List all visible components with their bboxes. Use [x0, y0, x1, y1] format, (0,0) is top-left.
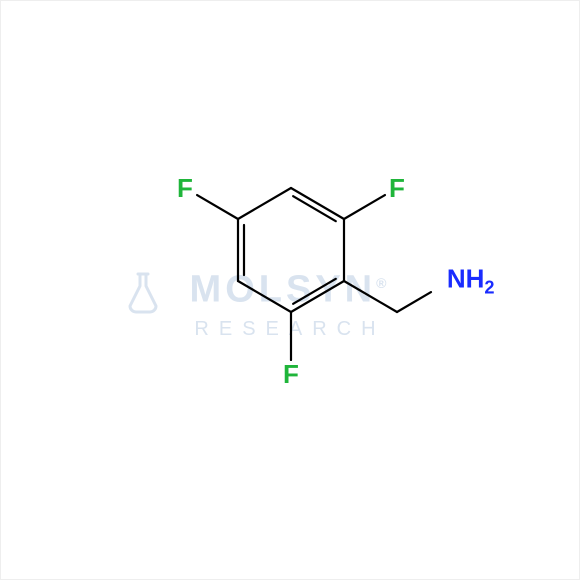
figure-canvas: MOLSYN® RESEARCH FFFNH2: [0, 0, 580, 580]
atom-N: NH2: [445, 265, 497, 296]
atom-F6: F: [175, 175, 195, 201]
atom-F4: F: [281, 361, 301, 387]
atom-F2: F: [387, 175, 407, 201]
